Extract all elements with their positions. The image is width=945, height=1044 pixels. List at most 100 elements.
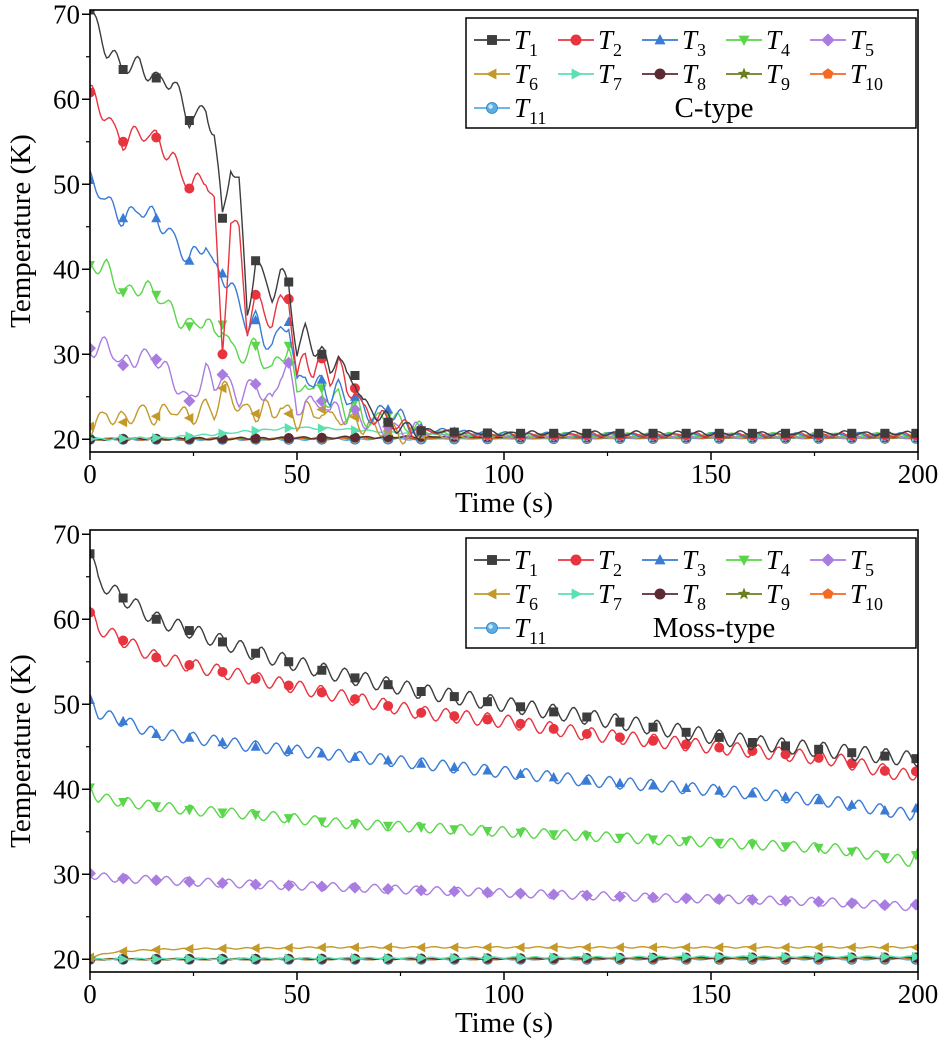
marker-T7 [911,951,918,962]
marker-T1 [217,213,227,223]
marker-T2 [515,718,526,729]
marker-T2 [184,660,195,671]
marker-T7 [350,953,361,964]
marker-T3 [151,212,162,223]
marker-T1 [284,657,294,667]
series-T4 [90,258,918,441]
marker-T2 [449,711,460,722]
marker-T7 [450,952,460,963]
marker-T7 [483,952,493,963]
marker-T2 [681,739,692,750]
y-tick-label: 20 [53,424,80,454]
legend-marker [738,555,750,567]
plot-area [90,10,918,445]
marker-T3 [648,780,659,790]
marker-T6 [680,942,691,953]
marker-T3 [747,788,758,798]
series-T1 [90,10,918,440]
y-tick-label: 70 [53,519,80,549]
marker-T1 [482,428,492,438]
legend-subscript: 10 [865,594,883,614]
x-tick-label: 50 [284,979,311,1009]
marker-T3 [813,794,824,805]
marker-T1 [781,428,791,438]
marker-T1 [648,428,658,438]
x-axis-label: Time (s) [455,1007,553,1039]
marker-T5 [415,884,428,897]
legend-marker [737,587,751,600]
marker-T4 [90,261,95,271]
legend-marker-highlight [488,104,493,109]
legend-marker [654,68,666,80]
marker-T7 [814,951,825,962]
marker-T2 [482,714,493,725]
marker-T1 [416,687,426,696]
marker-T6 [746,942,757,953]
marker-T5 [812,895,825,908]
marker-T2 [283,294,294,304]
legend-marker [822,68,834,79]
series-T6 [90,942,918,963]
marker-T7 [119,954,129,965]
legend-marker [737,67,751,80]
marker-T1 [516,702,526,712]
marker-T4 [416,823,427,833]
legend-subscript: 6 [529,594,538,614]
marker-T1 [284,277,294,287]
marker-T3 [780,791,791,801]
marker-T3 [515,768,526,778]
legend-subscript: 11 [529,108,546,128]
marker-T1 [615,717,625,727]
marker-T4 [648,835,659,845]
series-T7 [90,951,918,965]
marker-T7 [682,951,692,962]
marker-T3 [316,748,327,758]
marker-T1 [449,427,459,437]
marker-T1 [880,428,890,438]
marker-T5 [282,879,295,892]
marker-T7 [417,952,427,963]
y-axis-label: Temperature (K) [5,134,37,328]
series-line-T6 [90,945,918,959]
marker-T7 [317,953,328,964]
marker-T3 [349,391,360,401]
legend-marker [487,555,497,565]
marker-T2 [217,666,228,677]
marker-T4 [515,828,526,839]
marker-T5 [117,872,130,885]
marker-T2 [90,87,95,98]
marker-T1 [90,10,95,15]
marker-T5 [580,889,593,902]
marker-T5 [680,892,693,905]
marker-T5 [348,881,361,894]
marker-T7 [384,953,394,964]
chart-annotation: Moss-type [653,612,775,644]
marker-T1 [747,428,757,438]
marker-T7 [582,952,593,963]
x-tick-label: 200 [898,459,939,489]
marker-T7 [152,953,162,964]
series-T2 [90,606,918,781]
series-T5 [90,336,918,442]
marker-T1 [350,673,360,683]
x-tick-label: 0 [83,979,97,1009]
y-tick-label: 50 [53,689,80,719]
marker-T3 [283,744,294,755]
marker-T5 [382,883,395,896]
marker-T6 [150,411,161,422]
marker-T1 [615,428,625,438]
marker-T1 [118,65,128,74]
marker-T1 [847,428,857,438]
marker-T5 [150,353,163,366]
marker-T3 [250,741,261,751]
legend-subscript: 6 [529,74,538,94]
marker-T4 [383,821,394,832]
series-line-T7 [90,955,918,961]
marker-T1 [911,428,918,438]
series-line-T2 [90,606,918,781]
marker-T7 [119,433,129,444]
marker-T4 [813,843,824,854]
marker-T6 [283,408,293,419]
